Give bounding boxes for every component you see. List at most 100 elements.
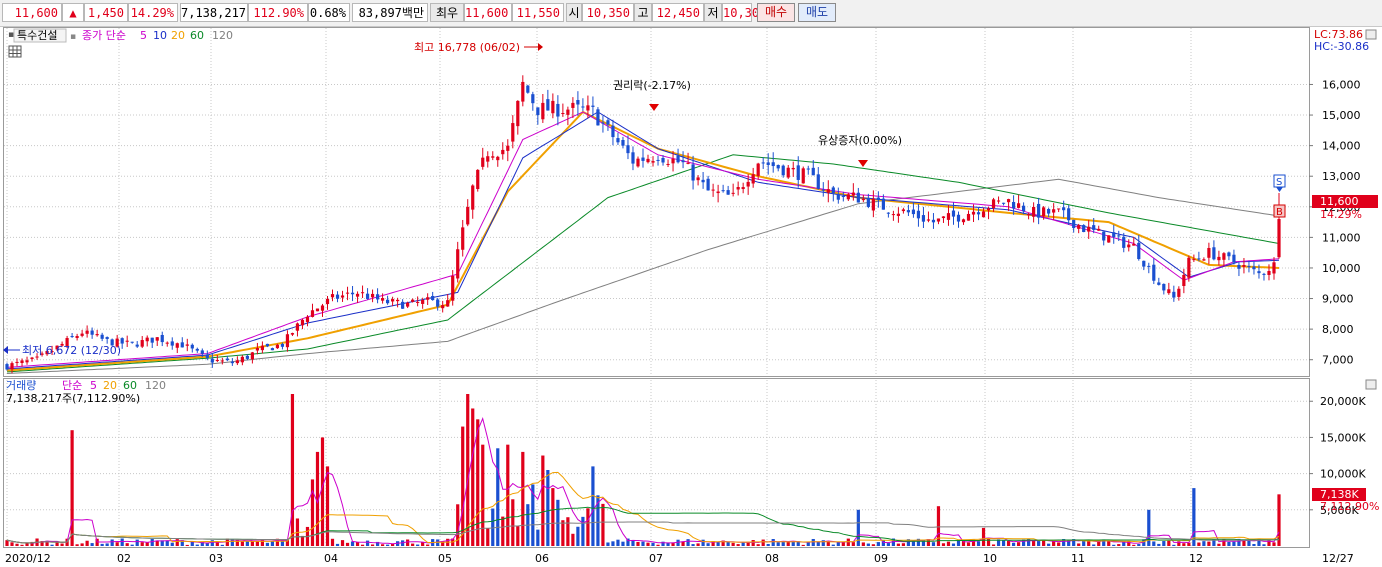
volume-panel-frame xyxy=(3,378,1310,548)
candle-body xyxy=(426,297,430,300)
candle-body xyxy=(606,120,610,125)
collapse-icon[interactable]: ▪ xyxy=(8,30,14,40)
candle-body xyxy=(210,358,214,363)
ma-period-5: 5 xyxy=(140,29,147,42)
volume-bar xyxy=(245,541,249,546)
volume-pct: 112.90% xyxy=(248,3,308,22)
buy-button[interactable]: 매수 xyxy=(757,3,795,22)
volume-bar xyxy=(1272,542,1276,546)
price-tick-label: 15,000 xyxy=(1322,109,1361,122)
sell-button[interactable]: 매도 xyxy=(798,3,836,22)
svg-text:S: S xyxy=(1276,177,1282,188)
candle-body xyxy=(616,138,620,143)
candle-body xyxy=(180,342,184,348)
volume-bar xyxy=(25,543,29,546)
volume-bar xyxy=(591,466,595,546)
volume-bar xyxy=(75,544,79,546)
candle-body xyxy=(546,99,550,111)
volume-bar xyxy=(1142,539,1146,546)
candle-body xyxy=(1197,258,1201,260)
volume-bar xyxy=(1072,539,1076,546)
volume-bar xyxy=(255,540,259,546)
candle-body xyxy=(946,213,951,220)
candle-body xyxy=(671,158,675,164)
candle-body xyxy=(866,197,870,207)
candle-body xyxy=(1011,201,1016,209)
candle-body xyxy=(360,292,365,294)
moving-average-ma60 xyxy=(6,154,1280,373)
volume-bar xyxy=(100,543,104,546)
candle-body xyxy=(1016,203,1021,208)
current-volume-pct: 7,112.90% xyxy=(1320,500,1379,513)
candle-body xyxy=(20,360,24,364)
candle-body xyxy=(250,352,254,360)
x-label-3: 04 xyxy=(324,552,338,565)
candle-body xyxy=(621,139,625,146)
candle-body xyxy=(1122,236,1126,248)
candle-body xyxy=(511,123,515,142)
candle-body xyxy=(160,334,164,343)
price-tick-label: 16,000 xyxy=(1322,78,1361,91)
candle-body xyxy=(751,174,755,184)
volume-bar xyxy=(796,541,800,546)
price-panel-frame xyxy=(3,27,1310,377)
volume-bar xyxy=(1077,543,1081,546)
volume-bar xyxy=(1047,543,1051,546)
volume-ma-120: 120 xyxy=(145,379,166,392)
candle-body xyxy=(1252,266,1256,270)
stock-chart[interactable]: 16,00015,00014,00013,00012,00011,00010,0… xyxy=(0,27,1382,567)
volume-bar xyxy=(651,542,655,546)
volume-bar xyxy=(566,517,570,546)
candle-body xyxy=(1047,208,1051,214)
volume-bar xyxy=(140,542,144,546)
candle-body xyxy=(691,164,695,181)
volume-bar xyxy=(646,542,650,546)
volume-bar xyxy=(771,539,775,546)
candle-body xyxy=(476,169,480,190)
volume-bar xyxy=(285,540,290,546)
candle-body xyxy=(70,336,74,338)
grid-table-icon[interactable] xyxy=(8,45,22,58)
volume-bar xyxy=(1057,542,1061,546)
candle-body xyxy=(375,294,380,300)
candle-body xyxy=(436,299,440,307)
candle-body xyxy=(446,300,450,307)
sell-signal-marker: S xyxy=(1273,174,1286,192)
candle-body xyxy=(205,354,209,358)
candle-body xyxy=(521,81,525,102)
ma-period-60: 60 xyxy=(190,29,204,42)
volume-bar xyxy=(831,544,835,546)
x-label-2: 03 xyxy=(209,552,223,565)
candle-body xyxy=(275,344,280,349)
volume-bar xyxy=(701,539,705,546)
candle-body xyxy=(1042,207,1046,217)
volume-bar xyxy=(1187,542,1191,546)
candle-body xyxy=(65,338,69,346)
candle-body xyxy=(851,192,855,196)
volume-bar xyxy=(1182,543,1186,546)
candle-body xyxy=(986,208,991,211)
volume-bar xyxy=(1092,544,1096,546)
candle-body xyxy=(1102,231,1106,241)
volume-panel-menu-icon[interactable] xyxy=(1365,379,1377,390)
candle-body xyxy=(105,337,109,339)
candle-body xyxy=(971,211,976,215)
candle-body xyxy=(901,209,906,212)
volume-bar xyxy=(1102,539,1106,546)
hc-label: HC:-30.86 xyxy=(1314,40,1369,53)
volume-bar xyxy=(1082,539,1086,546)
x-label-0: 2020/12 xyxy=(5,552,51,565)
candle-body xyxy=(45,350,49,355)
volume-bar xyxy=(125,543,129,546)
price-panel-menu-icon[interactable] xyxy=(1365,29,1377,40)
volume-bar xyxy=(1122,541,1126,546)
candle-body xyxy=(1052,209,1056,213)
candle-body xyxy=(95,334,99,336)
volume-bar xyxy=(1087,539,1091,546)
volume-ma-type: 단순 xyxy=(62,379,82,392)
volume-bar xyxy=(220,544,224,546)
candle-body xyxy=(696,177,700,181)
volume-bar xyxy=(235,539,239,546)
volume-ma-5: 5 xyxy=(90,379,97,392)
volume-bar xyxy=(300,535,305,546)
